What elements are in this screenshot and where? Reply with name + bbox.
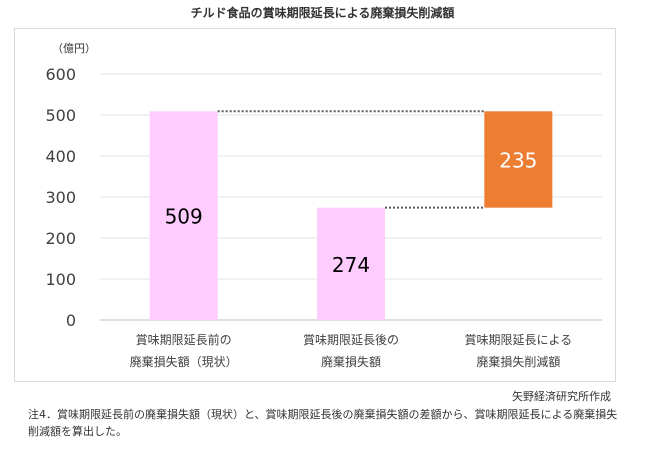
x-category-label: 廃棄損失額 [321,354,381,369]
x-category-label: 賞味期限延長後の [303,333,399,347]
bar-0 [149,111,218,320]
y-tick-label: 500 [45,106,76,125]
x-category-label: 廃棄損失削減額 [476,354,560,369]
footnote: 注4．賞味期限延長前の廃棄損失額（現状）と、賞味期限延長後の廃棄損失額の差額から… [28,408,618,438]
y-unit-label: （億円） [52,42,96,55]
waterfall-chart: （億円） 0 100 200 300 400 500 600 509 274 235 賞味期限延… [45,42,602,369]
y-tick-label: 100 [45,270,76,289]
y-tick-label: 600 [45,65,76,84]
chart-frame [14,28,616,382]
x-category-label: 賞味期限延長前の [136,332,232,347]
bar-1 [317,207,385,320]
y-tick-label: 300 [45,188,76,207]
source-credit: 矢野経済研究所作成 [512,390,611,403]
chart-title: チルド食品の賞味期限延長による廃棄損失削減額 [190,6,455,20]
data-label-1: 274 [332,253,370,277]
x-category-label: 廃棄損失額（現状） [130,354,238,369]
data-label-0: 509 [165,205,203,229]
y-tick-label: 200 [45,229,76,248]
x-category-label: 賞味期限延長による [465,333,573,347]
y-tick-label: 0 [66,311,76,330]
y-tick-label: 400 [45,147,76,166]
bar-2 [484,111,553,208]
data-label-2: 235 [499,148,537,172]
